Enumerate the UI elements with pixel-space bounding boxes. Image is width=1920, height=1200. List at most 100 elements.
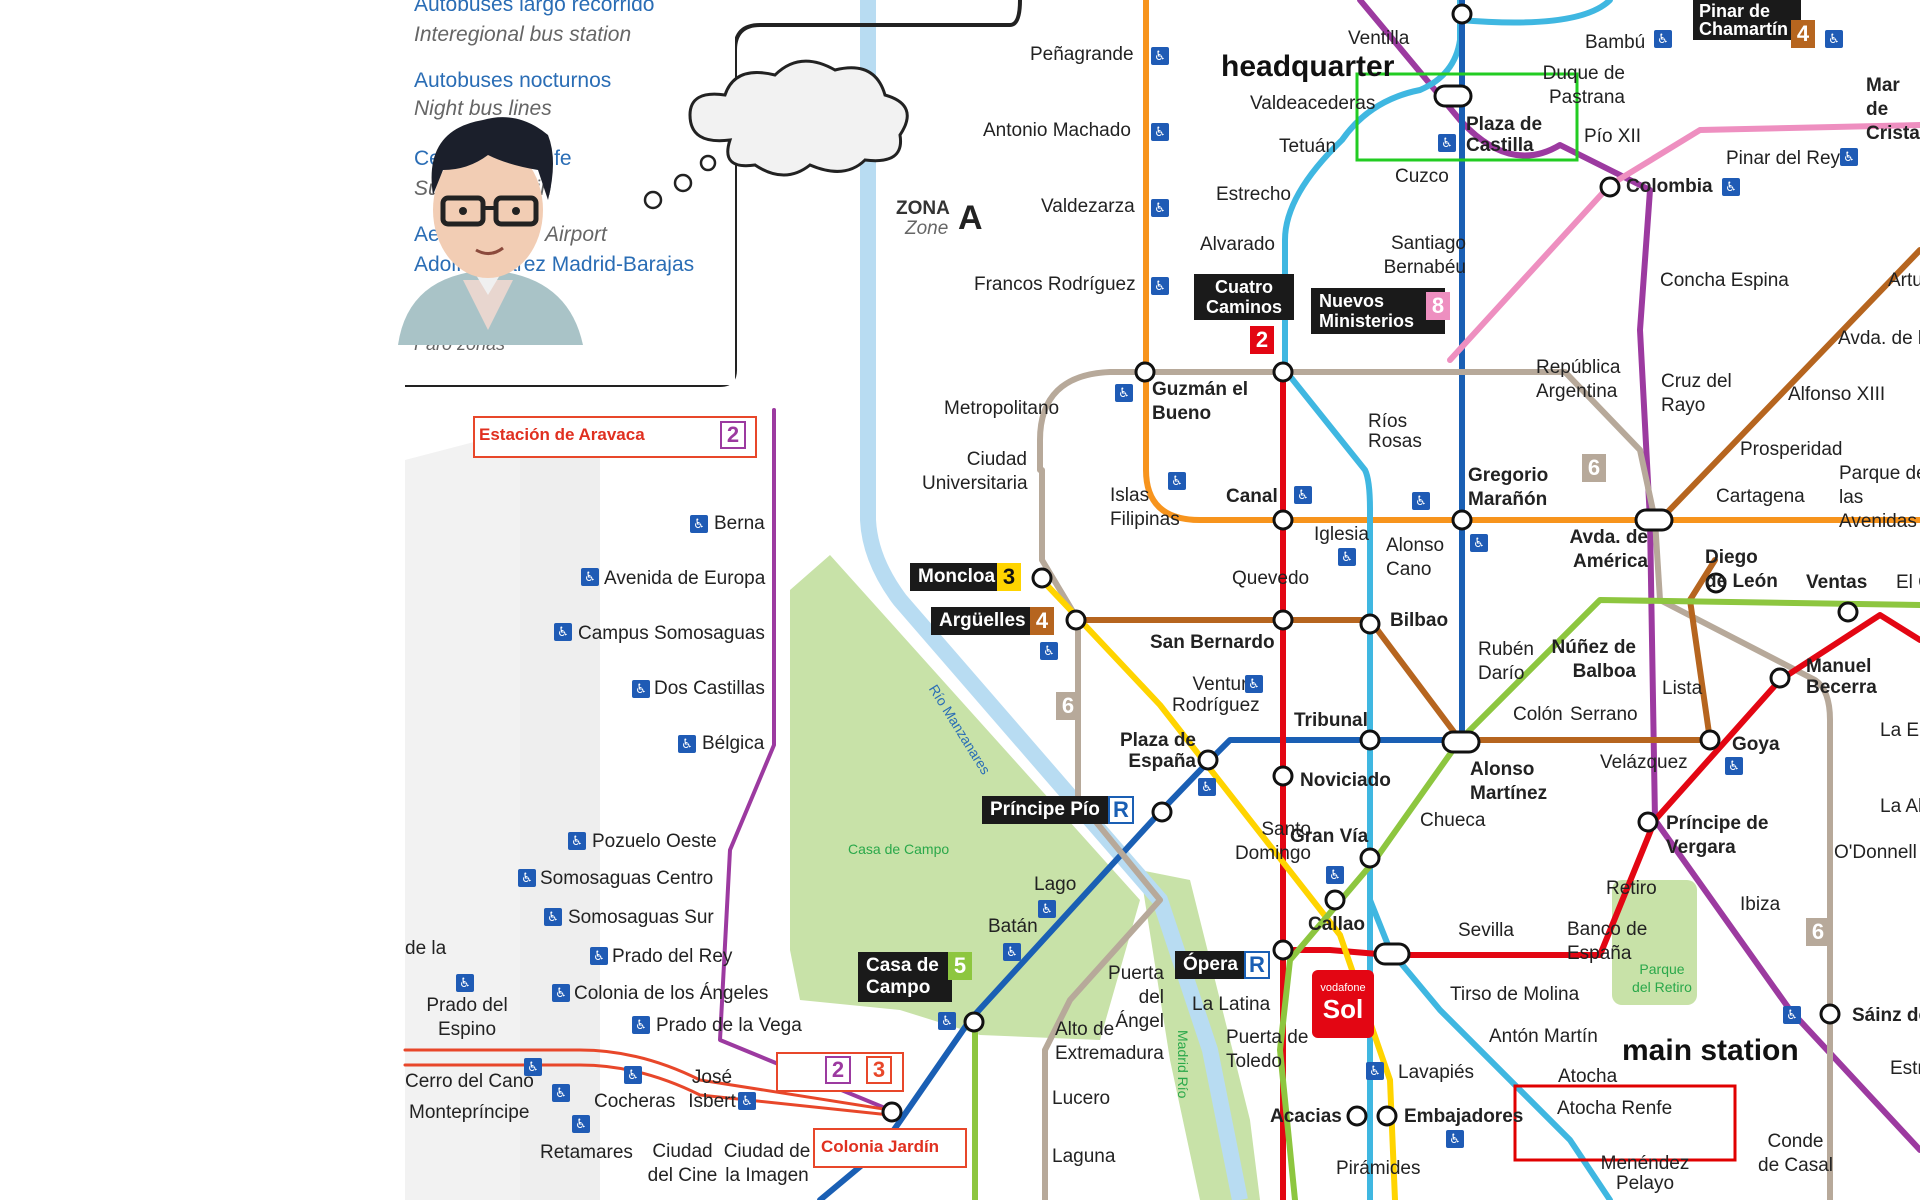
station-node-principe-vergara[interactable] [1637, 811, 1659, 833]
station-colonia-angeles[interactable]: Colonia de los Ángeles [574, 983, 769, 1004]
station-lavapies[interactable]: Lavapiés [1398, 1062, 1475, 1083]
station-node-manuel-becerra[interactable] [1769, 667, 1791, 689]
station-menendez-pelayo[interactable]: Menéndez Pelayo [1600, 1153, 1690, 1194]
station-santo-domingo[interactable]: Santo Domingo [1234, 819, 1311, 864]
station-arturo-soria[interactable]: Arturo Soria [1888, 270, 1920, 291]
station-penagrande[interactable]: Peñagrande [1030, 44, 1134, 65]
station-concha-espina[interactable]: Concha Espina [1660, 270, 1789, 291]
station-ruben-dario[interactable]: Rubén Darío [1478, 639, 1534, 684]
station-pio-xii[interactable]: Pío XII [1584, 126, 1642, 147]
station-node-plaza-castilla[interactable] [1433, 84, 1473, 108]
badge-moncloa[interactable]: Moncloa [910, 563, 1004, 591]
station-node-tetuan-plaza[interactable] [1451, 3, 1473, 25]
station-dos-castillas[interactable]: Dos Castillas [654, 678, 765, 699]
station-canal[interactable]: Canal [1226, 486, 1278, 507]
station-node-moncloa[interactable] [1031, 567, 1053, 589]
station-avenida-europa[interactable]: Avenida de Europa [604, 568, 766, 589]
station-odonnell[interactable]: O'Donnell [1834, 842, 1917, 863]
station-san-bernardo[interactable]: San Bernardo [1150, 632, 1275, 653]
station-campus-somosaguas[interactable]: Campus Somosaguas [578, 623, 765, 644]
station-prosperidad[interactable]: Prosperidad [1740, 439, 1843, 460]
station-prado-rey[interactable]: Prado del Rey [612, 946, 733, 967]
station-principe-vergara[interactable]: Príncipe de Vergara [1666, 813, 1769, 858]
station-atocha[interactable]: Atocha [1558, 1066, 1618, 1087]
station-antonio-machado[interactable]: Antonio Machado [983, 120, 1131, 141]
station-callao[interactable]: Callao [1308, 914, 1366, 935]
station-iglesia[interactable]: Iglesia [1314, 524, 1369, 545]
station-node-canal[interactable] [1272, 509, 1294, 531]
station-francos-rodriguez[interactable]: Francos Rodríguez [974, 274, 1136, 295]
station-node-opera[interactable] [1272, 939, 1294, 961]
station-node-gregorio[interactable] [1451, 509, 1473, 531]
badge-colonia-jardin[interactable]: Colonia Jardín [821, 1137, 940, 1156]
station-colombia[interactable]: Colombia [1626, 176, 1713, 197]
station-tribunal[interactable]: Tribunal [1294, 710, 1368, 731]
station-republica-argentina[interactable]: República Argentina [1536, 357, 1621, 402]
station-banco-espana[interactable]: Banco de España [1567, 919, 1648, 964]
station-diego-leon[interactable]: Diego de León [1705, 547, 1778, 592]
station-metropolitano[interactable]: Metropolitano [944, 398, 1060, 419]
station-plaza-castilla[interactable]: Plaza de Castilla [1466, 114, 1543, 156]
station-alvarado[interactable]: Alvarado [1200, 234, 1275, 255]
station-ventura-rodriguez[interactable]: Ventura Rodríguez [1172, 674, 1260, 716]
station-la-elipa[interactable]: La Elipa [1880, 720, 1920, 741]
badge-principe-pio[interactable]: Príncipe Pío [982, 796, 1108, 824]
sol-badge[interactable]: vodafone Sol [1312, 970, 1374, 1038]
station-cuzco[interactable]: Cuzco [1395, 166, 1449, 187]
station-lago[interactable]: Lago [1034, 874, 1077, 895]
station-retamares[interactable]: Retamares [540, 1142, 633, 1163]
station-node-sol[interactable] [1373, 942, 1411, 966]
station-conde-casal[interactable]: Conde de Casal [1758, 1131, 1833, 1176]
station-berna[interactable]: Berna [714, 513, 765, 534]
badge-casa-de-campo[interactable]: Casa de Campo [858, 952, 952, 1002]
station-pinar-rey[interactable]: Pinar del Rey [1726, 148, 1841, 169]
badge-nuevos-ministerios[interactable]: Nuevos Ministerios [1311, 288, 1445, 334]
station-ibiza[interactable]: Ibiza [1740, 894, 1781, 915]
station-rios-rosas[interactable]: Ríos Rosas [1368, 411, 1422, 452]
badge-cuatro-caminos[interactable]: Cuatro Caminos [1194, 274, 1294, 320]
station-embajadores[interactable]: Embajadores [1404, 1106, 1524, 1127]
station-velazquez[interactable]: Velázquez [1600, 752, 1688, 773]
station-guzman-bueno[interactable]: Guzmán el Bueno [1152, 379, 1249, 424]
station-alfonso-xiii[interactable]: Alfonso XIII [1788, 384, 1886, 405]
station-alto-extremadura[interactable]: Alto de Extremadura [1055, 1019, 1164, 1064]
station-lista[interactable]: Lista [1662, 678, 1703, 699]
station-prado-espino[interactable]: Prado del Espino [426, 995, 508, 1040]
station-laguna[interactable]: Laguna [1052, 1146, 1116, 1167]
station-estrecho[interactable]: Estrecho [1216, 184, 1291, 205]
station-ciudad-cine[interactable]: Ciudad del Cine [647, 1141, 718, 1186]
station-node-callao[interactable] [1324, 889, 1346, 911]
station-batan[interactable]: Batán [988, 916, 1038, 937]
station-ciudad-imagen[interactable]: Ciudad de la Imagen [723, 1141, 811, 1186]
station-nunez-balboa[interactable]: Núñez de Balboa [1551, 637, 1636, 682]
station-cartagena[interactable]: Cartagena [1716, 486, 1805, 507]
station-prado-vega[interactable]: Prado de la Vega [656, 1015, 802, 1036]
station-node-plaza-espana[interactable] [1197, 749, 1219, 771]
station-node-arguelles[interactable] [1065, 609, 1087, 631]
station-serrano[interactable]: Serrano [1570, 704, 1638, 725]
station-tirso-molina[interactable]: Tirso de Molina [1450, 984, 1580, 1005]
station-node-alonso-martinez-box[interactable] [1441, 730, 1481, 754]
station-node-acacias[interactable] [1346, 1105, 1368, 1127]
badge-chamartin[interactable]: Pinar de Chamartín [1693, 0, 1801, 40]
station-ventas[interactable]: Ventas [1806, 572, 1868, 593]
station-valdeacederas[interactable]: Valdeacederas [1250, 93, 1376, 114]
badge-arguelles[interactable]: Argüelles [931, 607, 1034, 635]
station-parque-avenidas[interactable]: Parque de las Avenidas [1839, 463, 1920, 532]
station-estrella[interactable]: Estrella [1890, 1058, 1920, 1079]
station-noviciado[interactable]: Noviciado [1300, 770, 1391, 791]
station-monteprincipe[interactable]: Montepríncipe [409, 1102, 530, 1123]
station-puerta-angel[interactable]: Puerta del Ángel [1108, 963, 1164, 1032]
station-avda-america[interactable]: Avda. de América [1569, 527, 1649, 572]
station-cocheras[interactable]: Cocheras [594, 1091, 676, 1112]
station-lucero[interactable]: Lucero [1052, 1088, 1111, 1109]
station-node-embajadores[interactable] [1376, 1105, 1398, 1127]
station-puerta-toledo[interactable]: Puerta de Toledo [1226, 1027, 1309, 1072]
station-piramides[interactable]: Pirámides [1336, 1158, 1421, 1179]
station-saenz-baranda[interactable]: Sáinz de Baranda [1852, 1005, 1920, 1026]
station-tetuan[interactable]: Tetuán [1279, 136, 1337, 157]
station-ventilla[interactable]: Ventilla [1348, 28, 1410, 49]
station-chueca[interactable]: Chueca [1420, 810, 1486, 831]
station-la-latina[interactable]: La Latina [1192, 994, 1271, 1015]
station-node-diego-leon[interactable] [1705, 572, 1727, 594]
